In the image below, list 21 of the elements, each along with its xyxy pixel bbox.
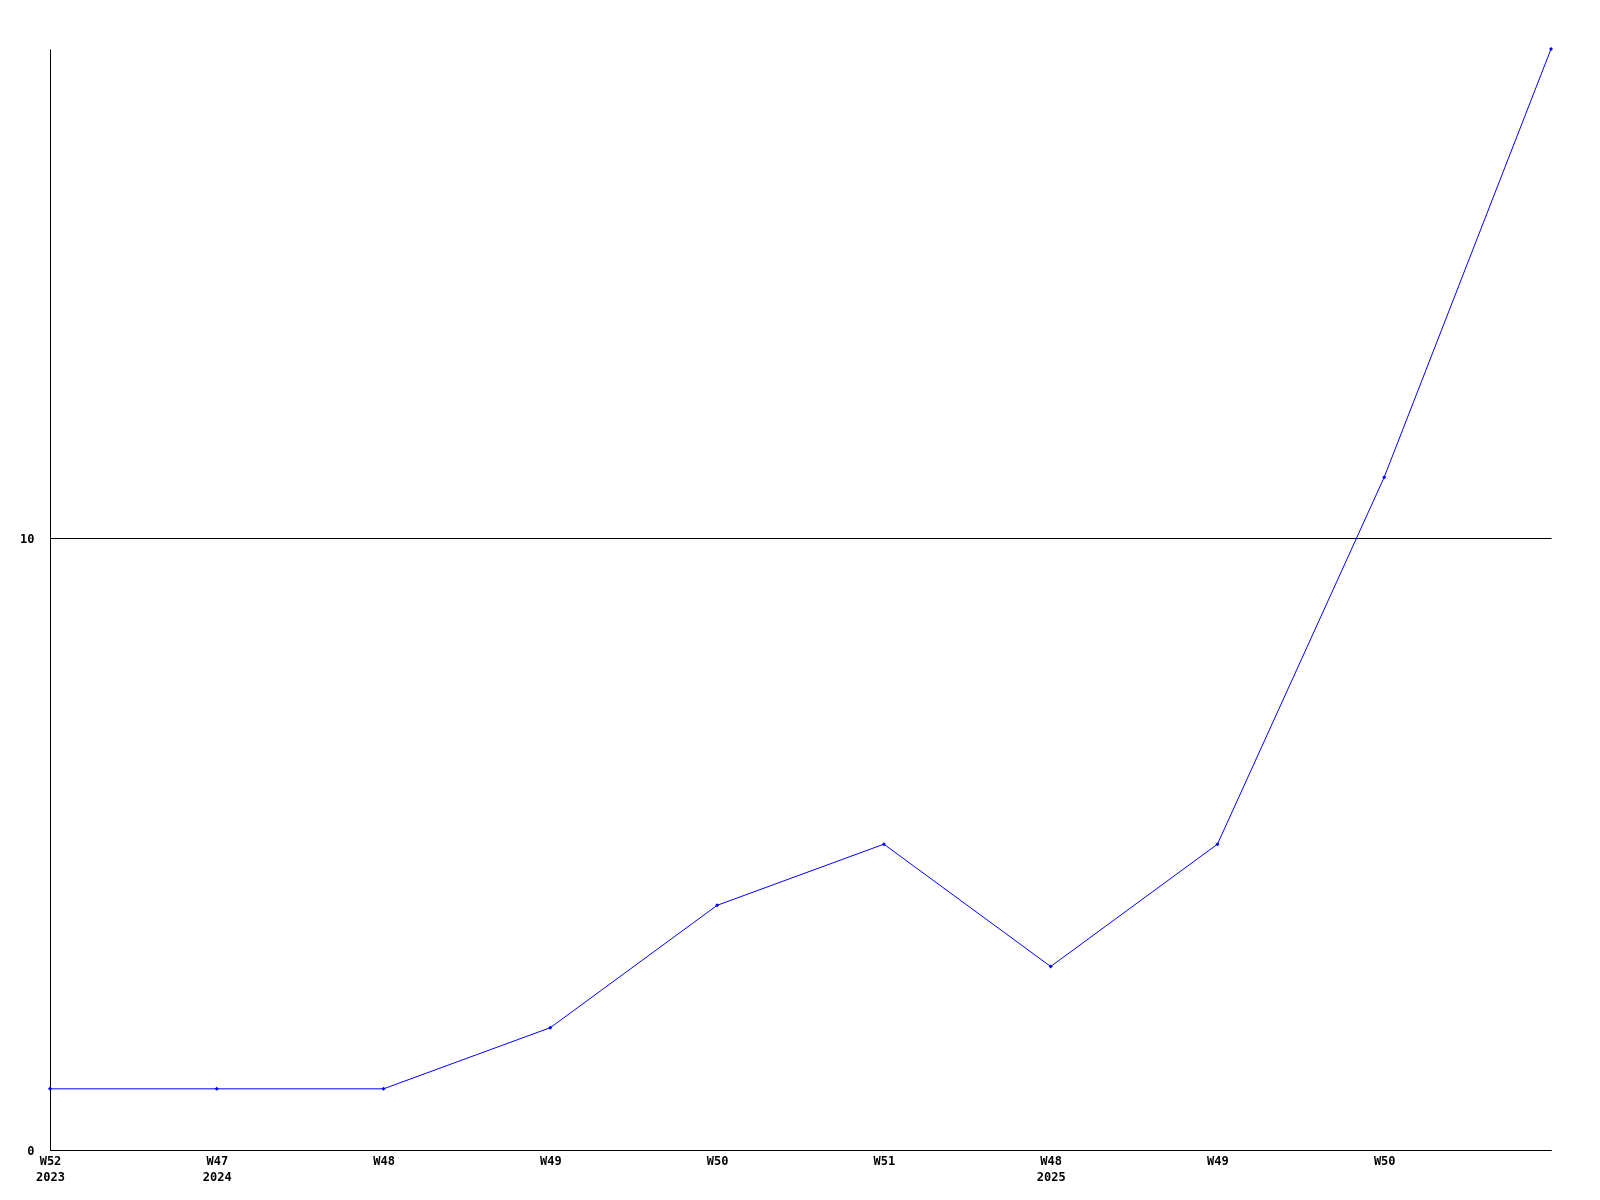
point (381, 1086, 386, 1091)
point (214, 1086, 219, 1091)
y-tick-label: 0 (27, 1143, 35, 1158)
x-tick-label: W50 (1373, 1153, 1396, 1168)
x-tick-label: W52 2023 (36, 1153, 65, 1184)
point (715, 903, 720, 908)
point (1549, 47, 1553, 51)
point (1215, 842, 1220, 847)
point (1048, 964, 1053, 969)
point (881, 842, 886, 847)
x-tick-label: W50 (706, 1153, 729, 1168)
y-tick-label: 10 (20, 531, 35, 546)
x-tick-label: W48 2025 (1036, 1153, 1066, 1184)
x-tick-label: W48 (373, 1153, 395, 1168)
point (548, 1025, 553, 1030)
x-tick-label: W49 (1207, 1153, 1229, 1168)
x-tick-label: W49 (539, 1153, 562, 1168)
point (1382, 475, 1387, 480)
point (48, 1086, 52, 1091)
x-tick-label: W47 2024 (202, 1153, 232, 1184)
x-tick-label: W51 (873, 1153, 896, 1168)
